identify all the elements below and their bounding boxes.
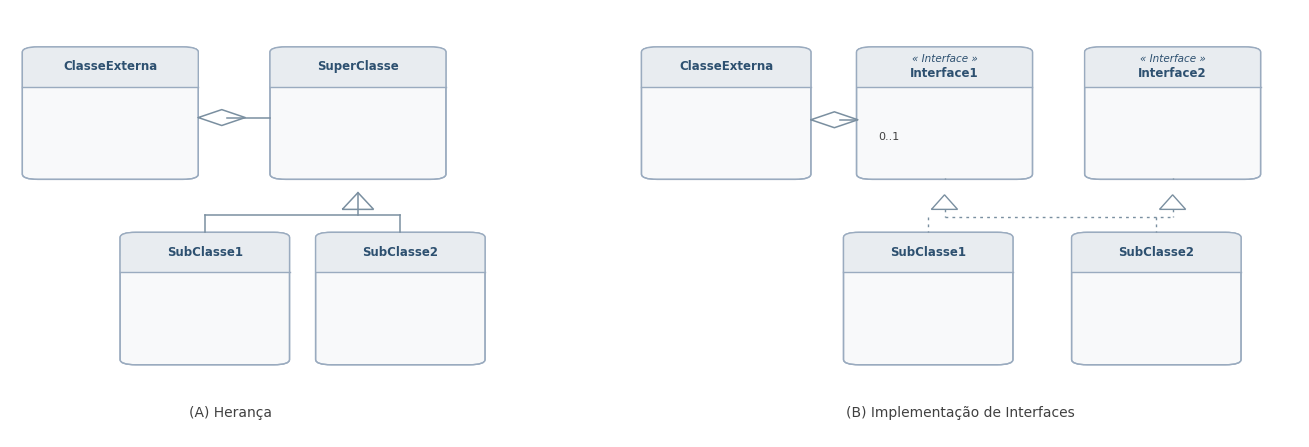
FancyBboxPatch shape [315, 232, 486, 272]
FancyBboxPatch shape [843, 232, 1013, 365]
Bar [641, 71, 810, 87]
FancyBboxPatch shape [843, 232, 1013, 272]
FancyBboxPatch shape [641, 47, 810, 87]
Text: Interface1: Interface1 [910, 67, 979, 80]
FancyBboxPatch shape [270, 47, 446, 87]
Text: SubClasse1: SubClasse1 [166, 246, 242, 259]
Text: (A) Herança: (A) Herança [190, 406, 272, 420]
FancyBboxPatch shape [315, 232, 486, 365]
Text: « Interface »: « Interface » [911, 54, 978, 64]
FancyBboxPatch shape [1085, 47, 1261, 179]
Text: « Interface »: « Interface » [1140, 54, 1206, 64]
Text: SubClasse1: SubClasse1 [890, 246, 966, 259]
Text: (B) Implementação de Interfaces: (B) Implementação de Interfaces [847, 406, 1075, 420]
FancyBboxPatch shape [1085, 47, 1261, 87]
Bar [120, 256, 289, 272]
FancyBboxPatch shape [1072, 232, 1241, 272]
Bar [856, 71, 1033, 87]
Text: Interface2: Interface2 [1139, 67, 1207, 80]
Text: ClasseExterna: ClasseExterna [679, 60, 774, 73]
FancyBboxPatch shape [120, 232, 289, 272]
Text: SubClasse2: SubClasse2 [363, 246, 439, 259]
Text: ClasseExterna: ClasseExterna [63, 60, 157, 73]
Bar [22, 71, 198, 87]
Bar [315, 256, 486, 272]
FancyBboxPatch shape [641, 47, 810, 179]
FancyBboxPatch shape [120, 232, 289, 365]
Bar [270, 71, 446, 87]
FancyBboxPatch shape [22, 47, 198, 179]
FancyBboxPatch shape [22, 47, 198, 87]
Bar [1072, 256, 1241, 272]
FancyBboxPatch shape [1072, 232, 1241, 365]
Text: 0..1: 0..1 [878, 132, 899, 143]
Text: SuperClasse: SuperClasse [317, 60, 399, 73]
FancyBboxPatch shape [856, 47, 1033, 87]
Bar [843, 256, 1013, 272]
Text: SubClasse2: SubClasse2 [1118, 246, 1194, 259]
FancyBboxPatch shape [856, 47, 1033, 179]
FancyBboxPatch shape [270, 47, 446, 179]
Bar [1085, 71, 1261, 87]
